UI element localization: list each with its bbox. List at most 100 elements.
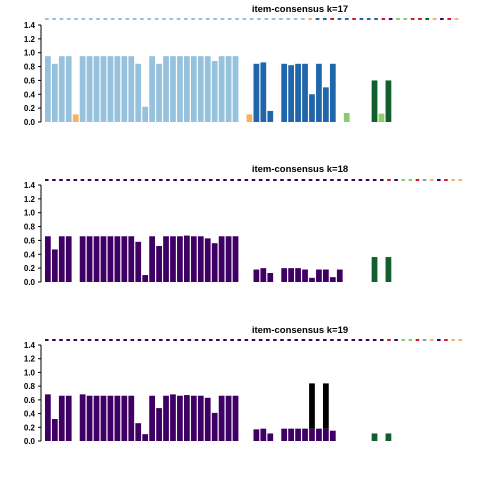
strip-segment xyxy=(110,18,115,20)
bar xyxy=(211,243,218,282)
bar xyxy=(128,236,135,282)
bar xyxy=(114,56,121,122)
strip-segment xyxy=(80,339,85,341)
y-tick-label: 0.4 xyxy=(24,410,36,419)
strip-segment xyxy=(52,18,56,20)
strip-segment xyxy=(102,339,106,341)
strip-segment xyxy=(358,339,363,341)
bar xyxy=(107,395,114,441)
panel-title: item-consensus k=17 xyxy=(252,4,348,15)
strip-segment xyxy=(381,18,386,20)
bar xyxy=(343,112,350,122)
strip-segment xyxy=(249,18,254,20)
bars xyxy=(45,235,392,282)
bar xyxy=(149,395,155,441)
strip-segment xyxy=(458,339,462,341)
bar xyxy=(107,236,114,282)
bar xyxy=(65,56,72,122)
strip-segment xyxy=(151,179,156,181)
bar xyxy=(79,394,86,441)
strip-segment xyxy=(166,339,170,341)
bar xyxy=(281,268,288,282)
bar xyxy=(190,395,197,441)
strip-segment xyxy=(258,179,263,181)
y-axis: 0.0 0.2 0.4 0.6 0.8 1.0 1.2 1.4 xyxy=(24,21,42,127)
bar xyxy=(204,397,211,441)
bar xyxy=(281,428,288,441)
bar xyxy=(184,235,190,282)
bar xyxy=(218,236,225,282)
y-tick-label: 0.4 xyxy=(24,90,36,99)
strip-segment xyxy=(451,179,455,181)
bar xyxy=(309,428,315,441)
strip-segment xyxy=(301,179,306,181)
strip-segment xyxy=(401,179,405,181)
bar xyxy=(225,236,232,282)
strip-segment xyxy=(415,179,420,181)
strip-segment xyxy=(401,339,405,341)
strip-segment xyxy=(432,18,437,20)
bar xyxy=(329,430,336,441)
strip-segment xyxy=(45,339,49,341)
bar xyxy=(253,429,260,441)
bar xyxy=(79,56,86,122)
strip-segment xyxy=(235,18,239,20)
strip-segment xyxy=(257,18,261,20)
strip-segment xyxy=(352,18,356,20)
strip-segment xyxy=(216,179,220,181)
strip-segment xyxy=(159,339,163,341)
bar xyxy=(316,428,322,441)
strip-segment xyxy=(429,339,434,341)
strip-segment xyxy=(184,18,188,20)
bar xyxy=(204,56,211,122)
strip-segment xyxy=(394,339,398,341)
bar xyxy=(51,249,58,282)
bar xyxy=(65,395,72,441)
y-tick-label: 0.8 xyxy=(24,382,36,391)
strip-segment xyxy=(418,18,422,20)
y-tick-label: 0.0 xyxy=(24,437,36,446)
strip-segment xyxy=(359,18,364,20)
strip-segment xyxy=(380,179,384,181)
bar-segment xyxy=(309,383,315,429)
bar xyxy=(51,63,58,122)
bar xyxy=(163,236,169,282)
bar xyxy=(58,56,65,122)
strip-segment xyxy=(265,339,270,341)
bar xyxy=(197,56,204,122)
panel-k18: item-consensus k=18 0.0 0.2 0.4 0.6 0.8 1.0 1.… xyxy=(24,164,462,287)
bar xyxy=(302,63,308,122)
panel-title: item-consensus k=19 xyxy=(252,325,348,336)
strip-segment xyxy=(66,179,70,181)
strip-segment xyxy=(208,179,213,181)
strip-segment xyxy=(173,179,177,181)
y-tick-label: 0.0 xyxy=(24,118,36,127)
bar xyxy=(58,236,65,282)
y-tick-label: 0.2 xyxy=(24,264,36,273)
strip-segment xyxy=(169,18,174,20)
y-tick-label: 1.2 xyxy=(24,195,36,204)
strip-segment xyxy=(358,179,363,181)
strip-segment xyxy=(425,18,430,20)
strip-segment xyxy=(301,339,306,341)
strip-segment xyxy=(130,339,135,341)
strip-segment xyxy=(301,18,305,20)
bar xyxy=(135,63,142,122)
bar xyxy=(79,236,86,282)
bar xyxy=(260,62,267,122)
strip-segment xyxy=(365,339,370,341)
strip-segment xyxy=(52,179,56,181)
bar xyxy=(100,395,107,441)
y-tick-label: 0.8 xyxy=(24,63,36,72)
strip-segment xyxy=(273,339,277,341)
bar xyxy=(121,236,128,282)
strip-segment xyxy=(280,179,284,181)
y-tick-label: 1.0 xyxy=(24,49,36,58)
bar xyxy=(142,275,149,282)
strip-segment xyxy=(103,18,108,20)
strip-segment xyxy=(191,18,195,20)
strip-segment xyxy=(208,339,213,341)
y-axis: 0.0 0.2 0.4 0.6 0.8 1.0 1.2 1.4 xyxy=(24,341,42,446)
bar xyxy=(45,236,51,282)
strip-segment xyxy=(59,339,63,341)
